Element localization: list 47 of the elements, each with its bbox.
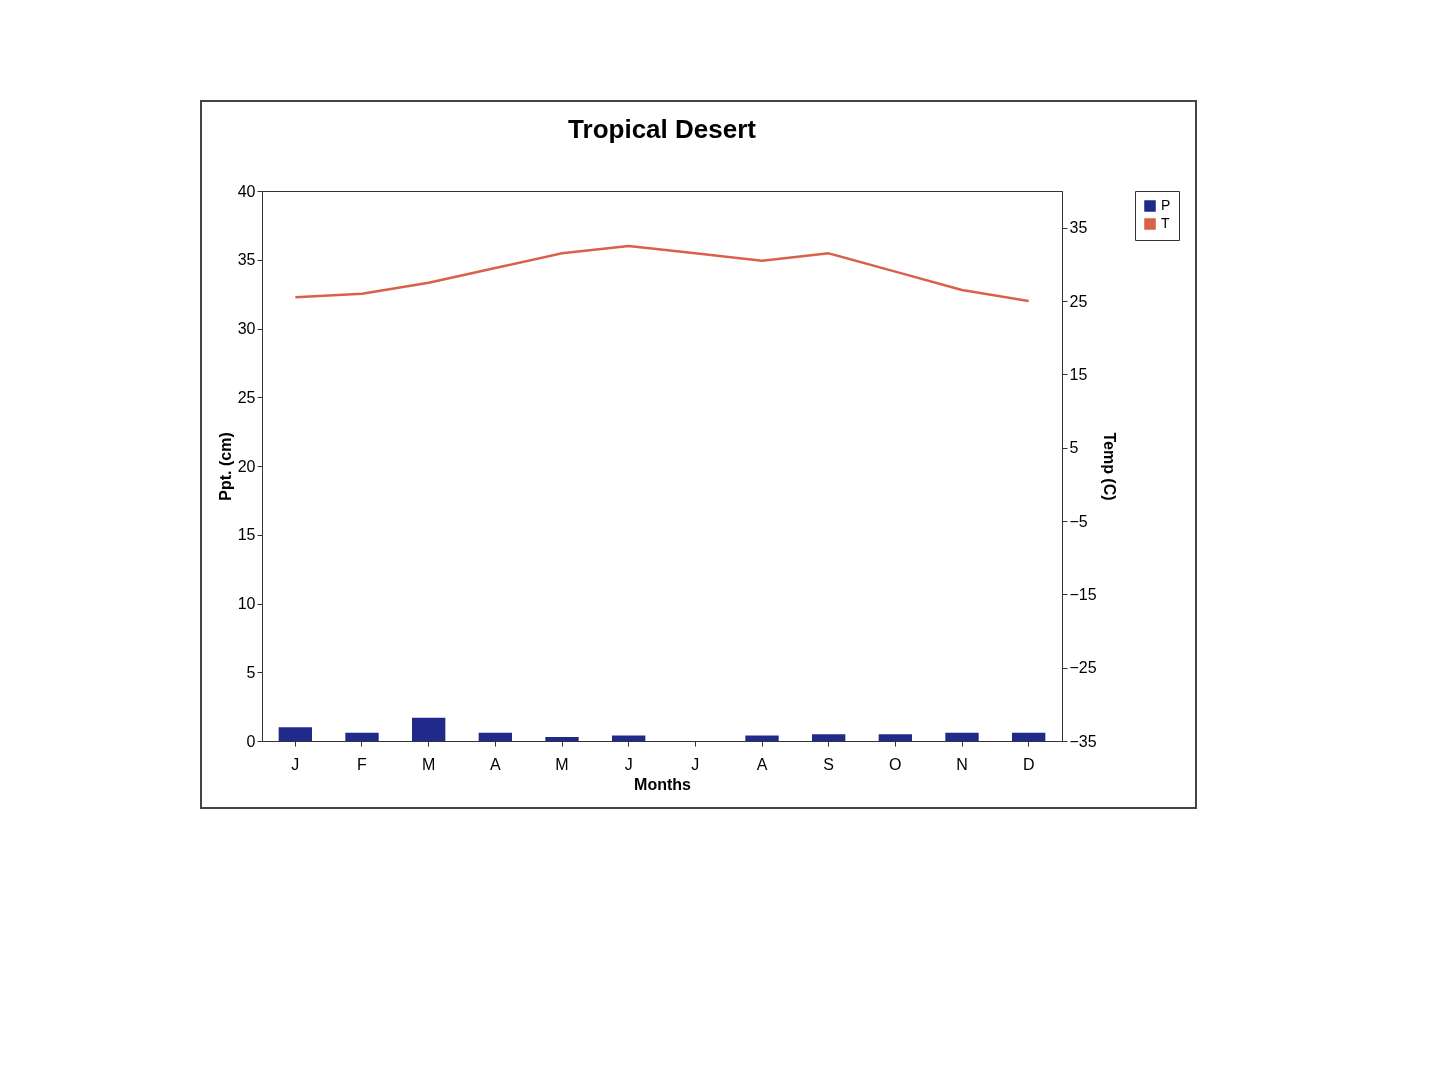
y-tick-label: 5 (246, 663, 256, 681)
bar (812, 734, 846, 741)
y-tick-label: 15 (237, 526, 256, 544)
x-axis-title: Months (634, 775, 692, 793)
y2-tick-label: −25 (1069, 659, 1097, 677)
y-tick-label: 30 (237, 320, 256, 337)
y2-tick-label: 35 (1069, 219, 1088, 237)
x-tick-label: D (1022, 755, 1035, 773)
x-tick-label: A (490, 755, 501, 773)
y2-tick-label: −35 (1069, 732, 1097, 750)
x-tick-label: N (956, 755, 968, 773)
x-tick-label: M (422, 755, 436, 773)
x-tick-label: J (624, 755, 633, 773)
bar (345, 732, 379, 741)
bar (1012, 732, 1046, 741)
bar (412, 717, 446, 741)
y2-tick-label: 5 (1069, 439, 1079, 457)
x-tick-label: J (691, 755, 700, 773)
y2-axis-title: Temp (C) (1100, 432, 1118, 501)
y-tick-label: 0 (246, 732, 256, 750)
line-series (294, 244, 1030, 303)
legend-label: T (1161, 215, 1170, 231)
bar (612, 735, 646, 741)
bar (945, 732, 979, 741)
y-tick-label: 35 (237, 251, 256, 269)
legend-label: P (1161, 197, 1171, 213)
x-tick-label: A (756, 755, 768, 773)
x-tick-label: J (291, 755, 300, 773)
y-tick-label: 40 (237, 182, 256, 200)
y-tick-label: 20 (237, 457, 256, 475)
bar (878, 734, 912, 741)
x-tick-label: O (889, 755, 902, 773)
bar (545, 736, 579, 741)
bar (478, 732, 512, 741)
y2-tick-label: −5 (1069, 512, 1088, 530)
y2-tick-label: 15 (1069, 365, 1088, 383)
bar (745, 735, 779, 741)
x-tick-label: M (555, 755, 569, 773)
x-tick-label: F (357, 755, 368, 773)
y2-tick-label: 25 (1069, 292, 1088, 310)
chart-title: Tropical Desert (568, 114, 757, 144)
bar (278, 727, 312, 741)
y2-tick-label: −15 (1069, 585, 1097, 603)
y-axis-title: Ppt. (cm) (216, 432, 234, 501)
y-tick-label: 10 (237, 595, 256, 612)
y-tick-label: 25 (237, 388, 256, 406)
x-tick-label: S (823, 755, 834, 773)
